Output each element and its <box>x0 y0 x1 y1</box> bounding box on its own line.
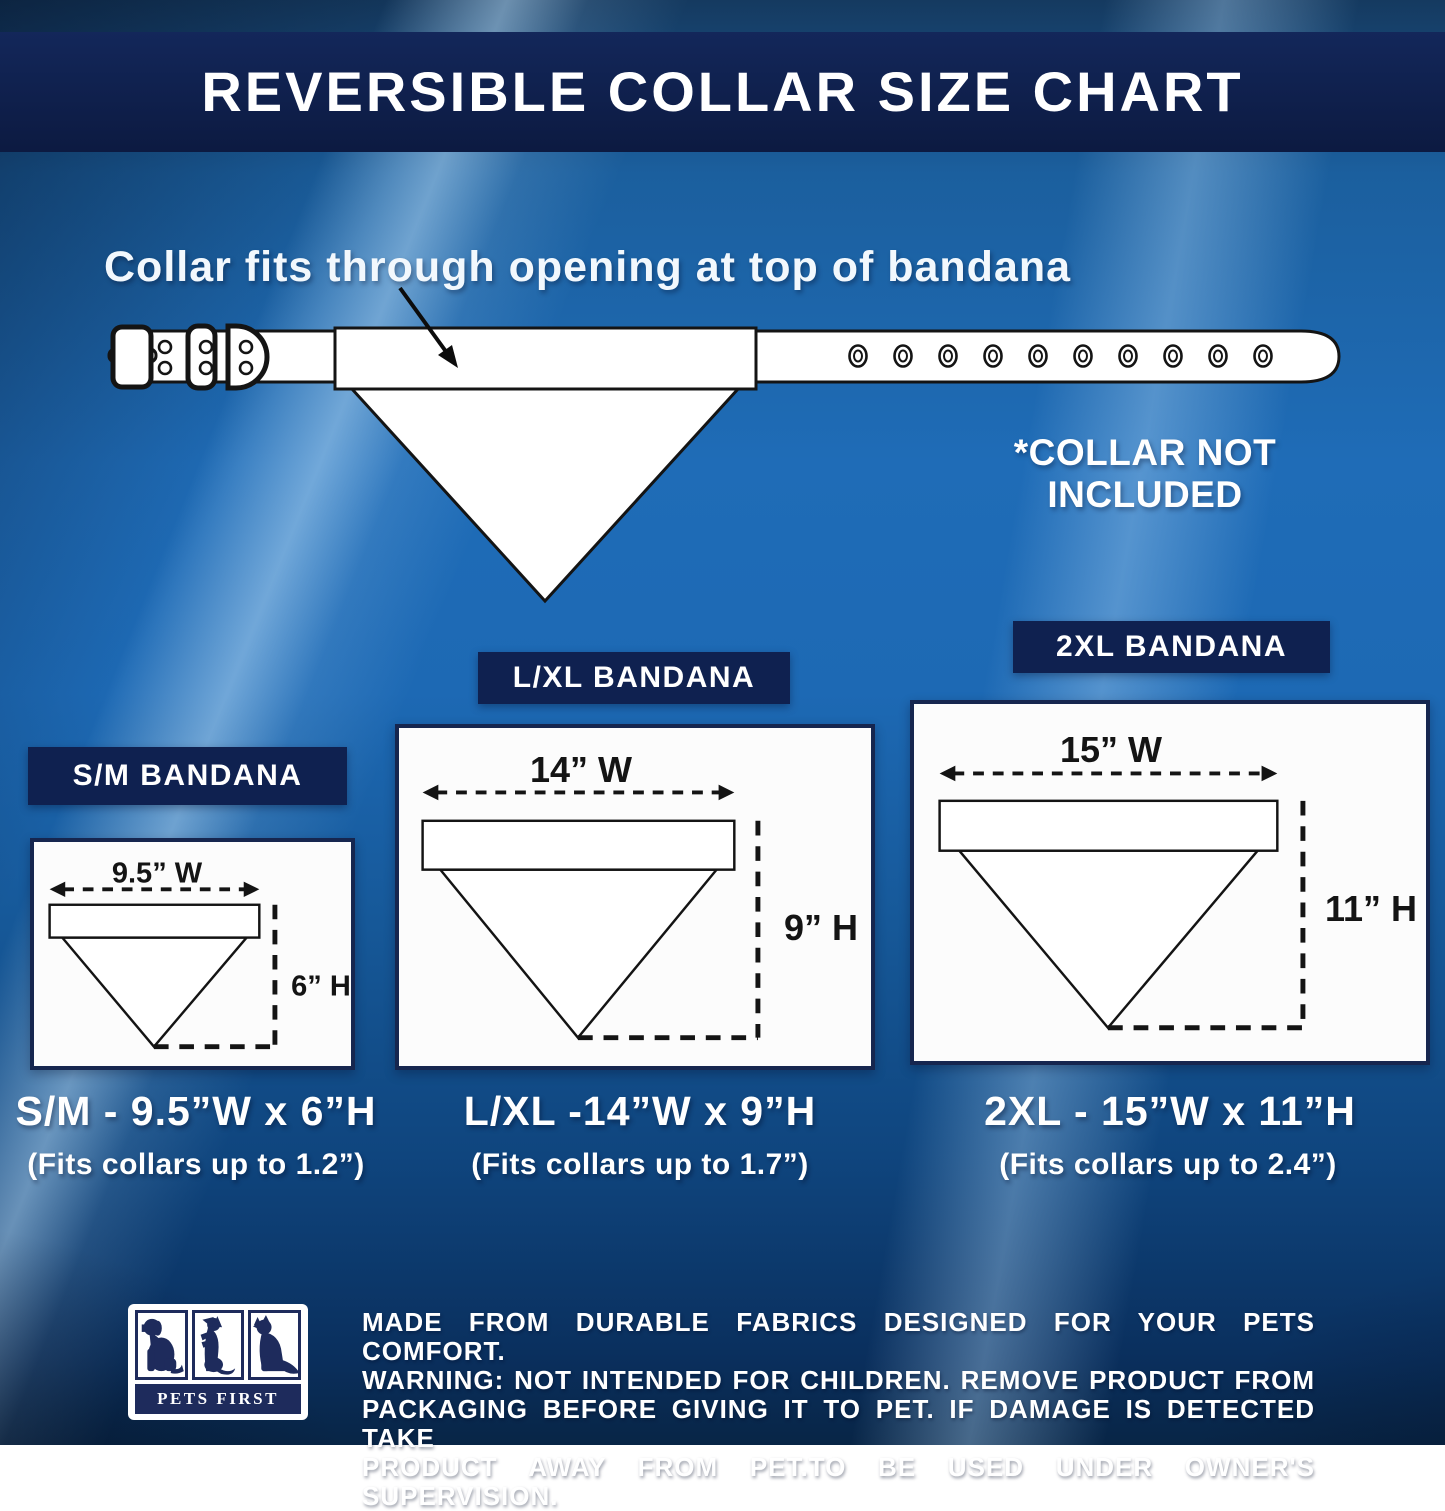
brand-name: PETS FIRST <box>135 1384 301 1414</box>
opening-pointer-arrow <box>398 286 458 368</box>
2xl-caption: 2XL - 15”W x 11”H <box>984 1088 1356 1134</box>
size-label-lxl-text: L/XL BANDANA <box>512 661 756 694</box>
disclaimer-line-2: WARNING: NOT INTENDED FOR CHILDREN. REMO… <box>362 1365 1315 1395</box>
disclaimer-line-1: MADE FROM DURABLE FABRICS DESIGNED FOR Y… <box>362 1307 1315 1366</box>
bandana-on-collar <box>333 326 758 604</box>
disclaimer-text: MADE FROM DURABLE FABRICS DESIGNED FOR Y… <box>362 1308 1315 1511</box>
sm-fits-note: (Fits collars up to 1.2”) <box>27 1148 365 1181</box>
collar-caption: Collar fits through opening at top of ba… <box>104 243 1072 291</box>
2xl-fits-note: (Fits collars up to 2.4”) <box>999 1148 1337 1181</box>
size-label-sm: S/M BANDANA <box>28 747 347 805</box>
title-banner: REVERSIBLE COLLAR SIZE CHART <box>0 32 1445 152</box>
size-panel-sm: 9.5” W 6” H <box>30 838 355 1070</box>
pets-first-logo: PETS FIRST <box>128 1304 308 1420</box>
sm-height-label: 6” H <box>291 970 351 1003</box>
lxl-height-label: 9” H <box>783 907 859 948</box>
collar-not-included-note: *COLLAR NOT INCLUDED <box>1013 432 1277 515</box>
2xl-bandana-diagram <box>938 765 1306 1031</box>
disclaimer-line-3: PACKAGING BEFORE GIVING IT TO PET. IF DA… <box>362 1394 1315 1453</box>
begging-dog-icon <box>191 1310 245 1380</box>
size-panel-lxl: 14” W 9” H <box>395 724 875 1070</box>
2xl-width-label: 15” W <box>1059 729 1163 770</box>
sm-caption: S/M - 9.5”W x 6”H <box>15 1088 377 1134</box>
size-label-2xl: 2XL BANDANA <box>1013 621 1330 673</box>
collar-buckle <box>107 323 270 391</box>
size-label-sm-text: S/M BANDANA <box>72 759 303 792</box>
collar-with-bandana-illustration <box>107 286 1341 604</box>
size-label-lxl: L/XL BANDANA <box>478 652 790 704</box>
logo-dog-panels <box>135 1310 302 1380</box>
sm-bandana-diagram <box>48 881 278 1050</box>
lxl-caption: L/XL -14”W x 9”H <box>463 1088 817 1134</box>
size-panel-2xl: 15” W 11” H <box>910 700 1430 1065</box>
lxl-width-label: 14” W <box>529 749 633 790</box>
sitting-dog-icon <box>135 1310 188 1380</box>
shepherd-dog-icon <box>248 1310 302 1380</box>
size-label-2xl-text: 2XL BANDANA <box>1056 630 1287 663</box>
lxl-fits-note: (Fits collars up to 1.7”) <box>471 1148 809 1181</box>
lxl-bandana-diagram <box>421 784 761 1041</box>
sm-width-label: 9.5” W <box>111 857 203 890</box>
collar-eyelets <box>848 344 1273 368</box>
disclaimer-line-4: PRODUCT AWAY FROM PET.TO BE USED UNDER O… <box>362 1452 1315 1511</box>
2xl-height-label: 11” H <box>1324 888 1418 929</box>
page-title: REVERSIBLE COLLAR SIZE CHART <box>201 60 1244 123</box>
